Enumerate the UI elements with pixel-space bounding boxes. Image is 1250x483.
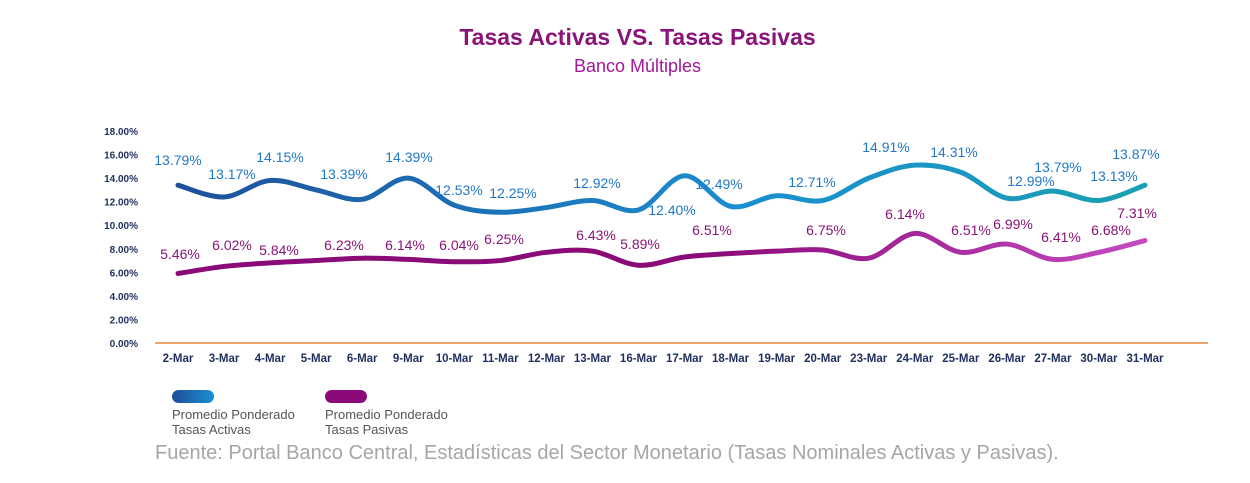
data-label: 6.68% xyxy=(1091,222,1131,238)
x-tick-label: 30-Mar xyxy=(1080,353,1118,365)
x-tick-label: 23-Mar xyxy=(850,353,888,365)
data-label: 13.17% xyxy=(208,166,255,182)
data-label: 12.71% xyxy=(788,174,835,190)
legend-label-line1: Promedio Ponderado xyxy=(172,407,295,422)
data-label: 6.43% xyxy=(576,227,616,243)
chart-title: Tasas Activas VS. Tasas Pasivas xyxy=(459,24,816,50)
data-label: 13.39% xyxy=(320,166,367,182)
x-tick-label: 31-Mar xyxy=(1126,353,1164,365)
y-tick-label: 16.00% xyxy=(104,151,138,162)
x-tick-label: 4-Mar xyxy=(255,353,286,365)
data-label: 13.13% xyxy=(1090,168,1137,184)
x-tick-label: 27-Mar xyxy=(1034,353,1072,365)
data-label: 12.53% xyxy=(435,182,482,198)
y-tick-label: 8.00% xyxy=(110,245,138,256)
y-tick-label: 12.00% xyxy=(104,198,138,209)
data-label: 12.92% xyxy=(573,175,620,191)
data-label: 6.23% xyxy=(324,237,364,253)
x-tick-label: 13-Mar xyxy=(574,353,612,365)
data-label: 13.79% xyxy=(1034,159,1081,175)
x-tick-label: 20-Mar xyxy=(804,353,842,365)
y-tick-label: 0.00% xyxy=(110,339,138,350)
legend-item-activas: Promedio Ponderado Tasas Activas xyxy=(172,390,295,437)
y-tick-label: 18.00% xyxy=(104,127,138,138)
legend-item-pasivas: Promedio Ponderado Tasas Pasivas xyxy=(325,390,448,437)
series-line-activas xyxy=(175,162,1148,215)
data-label: 6.51% xyxy=(692,222,732,238)
data-label: 7.31% xyxy=(1117,205,1157,221)
x-tick-label: 16-Mar xyxy=(620,353,658,365)
source-note: Fuente: Portal Banco Central, Estadístic… xyxy=(155,442,1059,464)
x-tick-label: 18-Mar xyxy=(712,353,750,365)
data-label: 6.25% xyxy=(484,231,524,247)
legend-swatch-pasivas xyxy=(325,390,367,403)
x-tick-label: 19-Mar xyxy=(758,353,796,365)
data-label: 14.91% xyxy=(862,139,909,155)
data-label: 6.99% xyxy=(993,216,1033,232)
data-label: 6.14% xyxy=(885,206,925,222)
legend-swatch-activas xyxy=(172,390,214,403)
data-label: 13.87% xyxy=(1112,146,1159,162)
data-label: 12.40% xyxy=(648,202,695,218)
data-label: 6.02% xyxy=(212,237,252,253)
data-label: 14.31% xyxy=(930,144,977,160)
x-tick-label: 10-Mar xyxy=(436,353,474,365)
data-label: 12.25% xyxy=(489,185,536,201)
chart-subtitle: Banco Múltiples xyxy=(573,56,702,76)
x-tick-label: 5-Mar xyxy=(301,353,332,365)
x-tick-label: 12-Mar xyxy=(528,353,566,365)
x-tick-label: 24-Mar xyxy=(896,353,934,365)
legend-label-line2: Tasas Activas xyxy=(172,422,251,437)
data-label: 14.15% xyxy=(256,149,303,165)
data-label: 12.49% xyxy=(695,176,742,192)
data-label: 6.14% xyxy=(385,237,425,253)
y-tick-label: 6.00% xyxy=(110,268,138,279)
x-tick-label: 9-Mar xyxy=(393,353,424,365)
data-label: 13.79% xyxy=(154,152,201,168)
y-tick-label: 2.00% xyxy=(110,315,138,326)
data-label: 12.99% xyxy=(1007,173,1054,189)
data-label: 6.41% xyxy=(1041,229,1081,245)
data-label: 5.84% xyxy=(259,242,299,258)
x-tick-label: 11-Mar xyxy=(482,353,519,365)
x-tick-label: 26-Mar xyxy=(988,353,1026,365)
y-tick-label: 4.00% xyxy=(110,292,138,303)
x-tick-label: 17-Mar xyxy=(666,353,704,365)
legend-label-line1: Promedio Ponderado xyxy=(325,407,448,422)
data-label: 14.39% xyxy=(385,149,432,165)
x-tick-label: 3-Mar xyxy=(209,353,240,365)
x-tick-label: 2-Mar xyxy=(163,353,194,365)
y-tick-label: 10.00% xyxy=(104,221,138,232)
y-tick-label: 14.00% xyxy=(104,174,138,185)
data-label: 6.75% xyxy=(806,222,846,238)
x-tick-label: 25-Mar xyxy=(942,353,980,365)
series-line-pasivas xyxy=(175,230,1148,277)
x-tick-label: 6-Mar xyxy=(347,353,378,365)
data-label: 6.04% xyxy=(439,237,479,253)
data-label: 6.51% xyxy=(951,222,991,238)
data-label: 5.46% xyxy=(160,246,200,262)
data-label: 5.89% xyxy=(620,236,660,252)
legend-label-line2: Tasas Pasivas xyxy=(325,422,409,437)
